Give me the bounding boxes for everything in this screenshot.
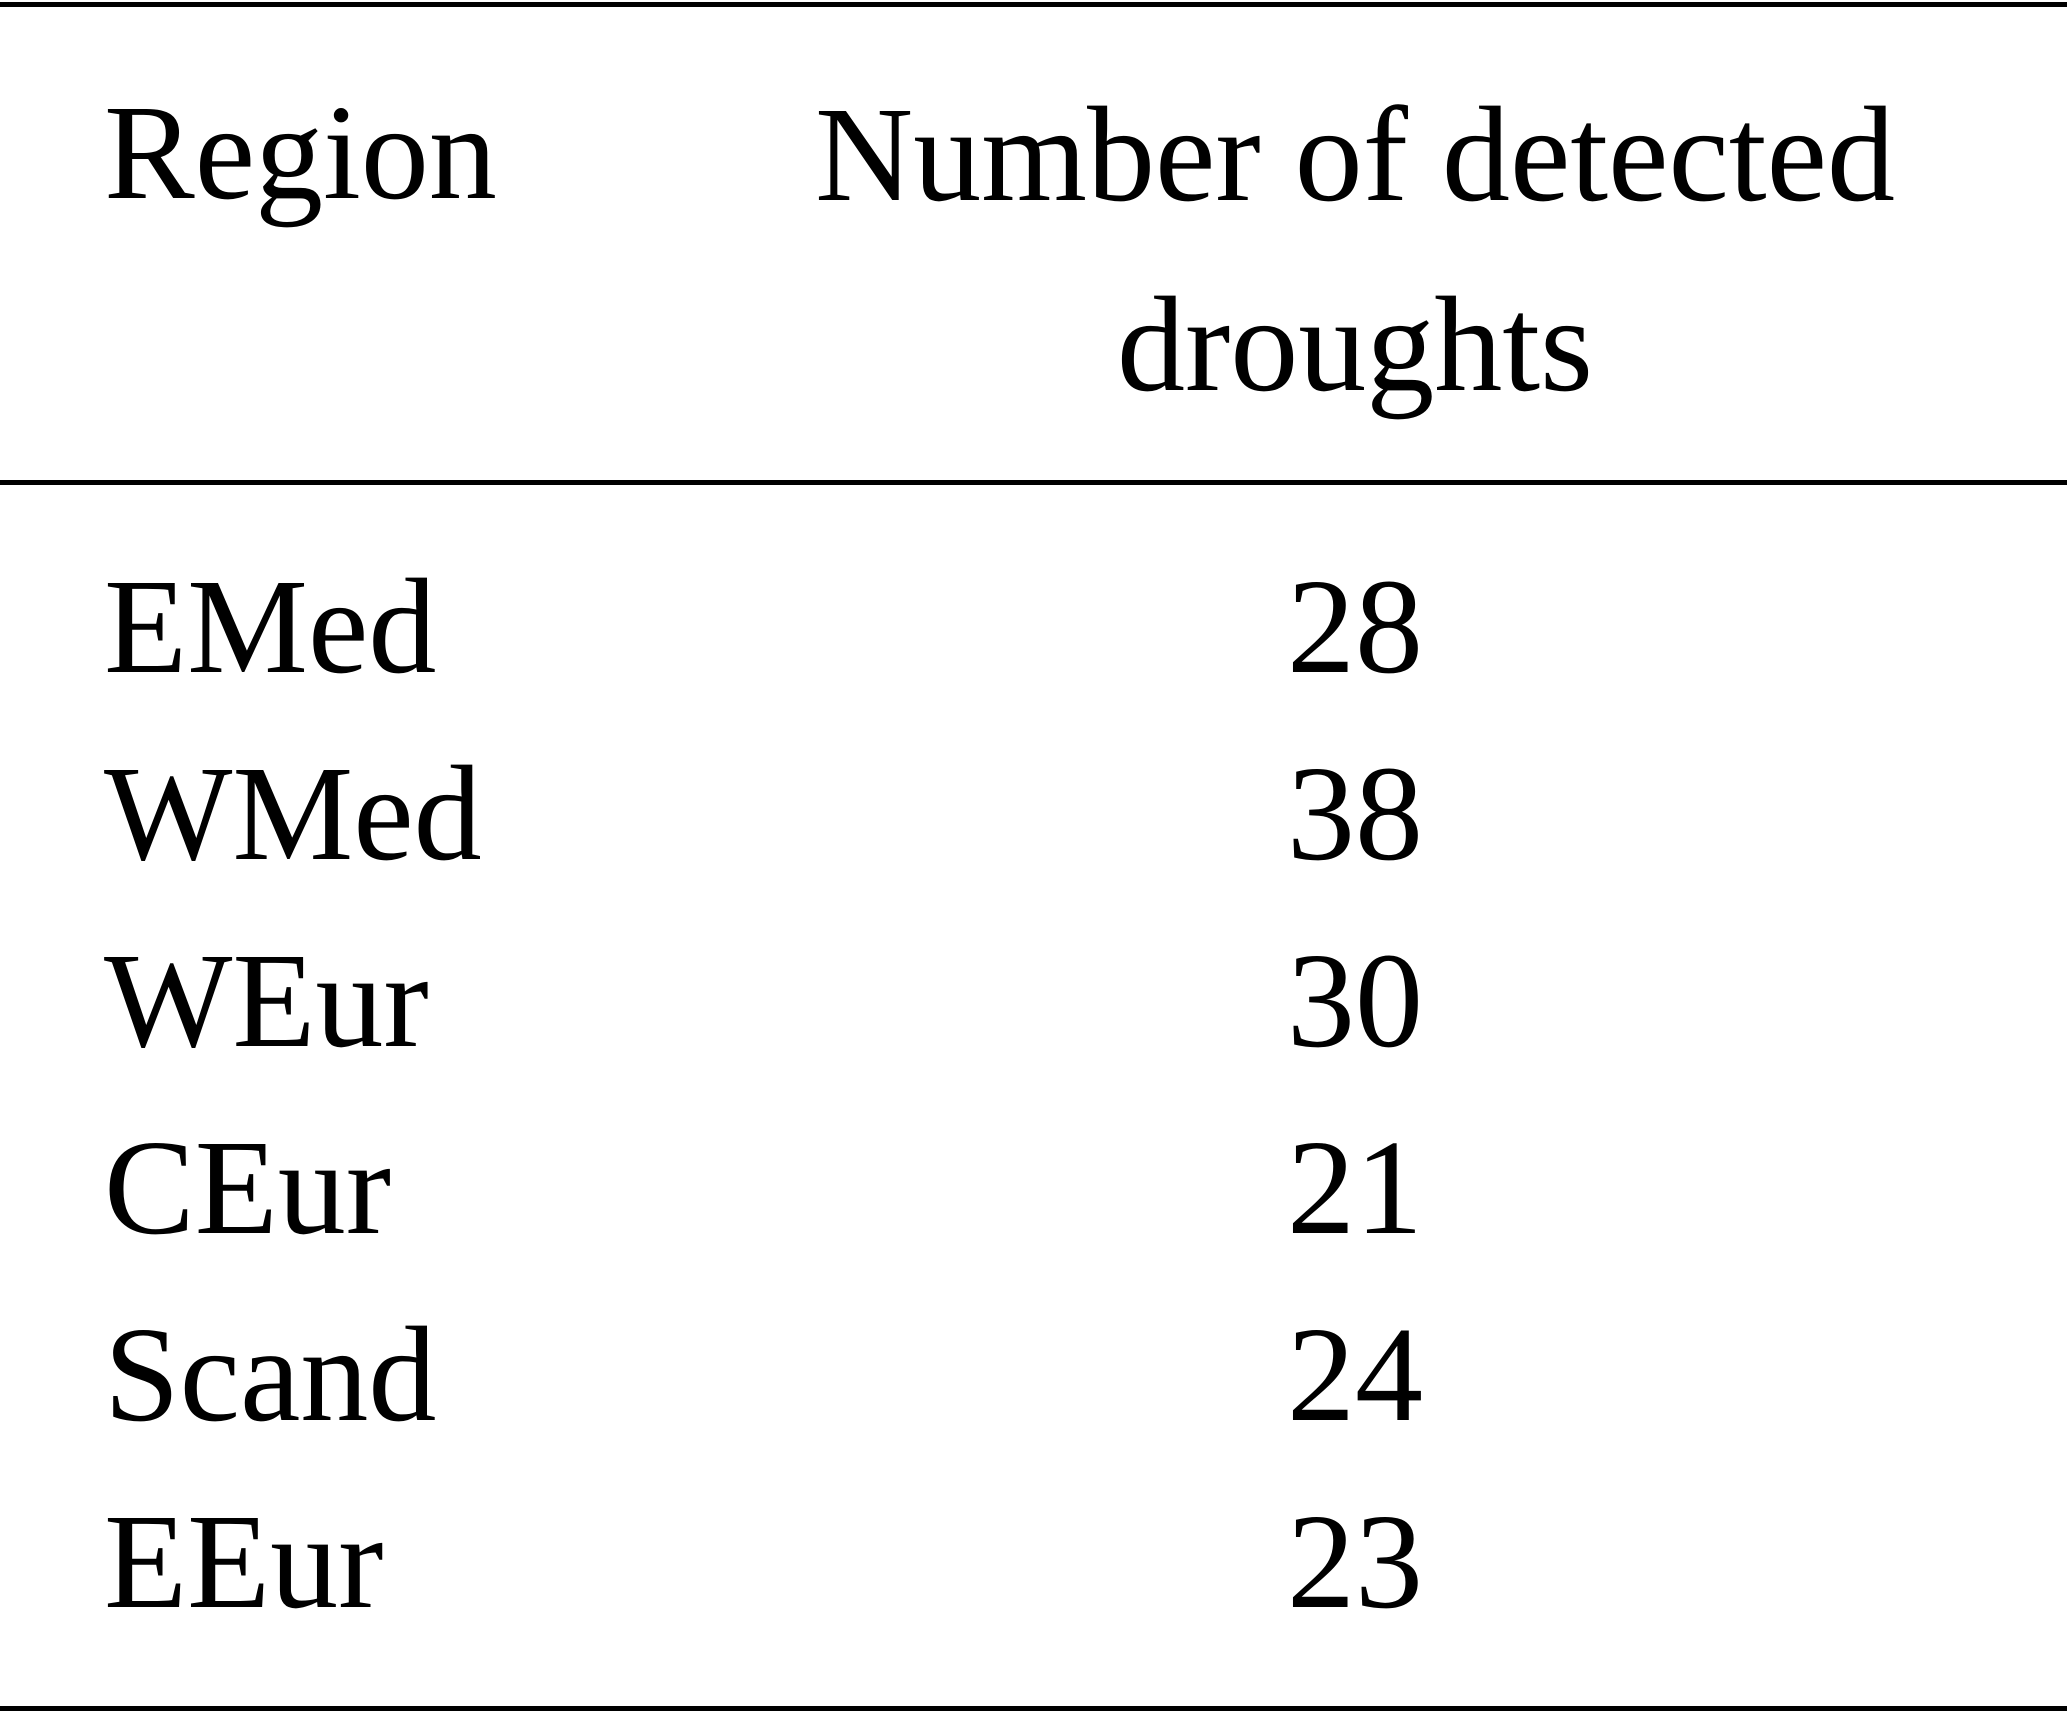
region-cell: EEur <box>104 1487 384 1637</box>
column-header: Region <box>104 78 497 228</box>
region-cell: WMed <box>104 739 482 889</box>
column-header: Number of detected droughts <box>815 80 1895 420</box>
count-cell: 23 <box>1287 1487 1423 1637</box>
count-cell: 38 <box>1287 739 1423 889</box>
count-cell: 28 <box>1287 552 1423 702</box>
count-cell: 24 <box>1287 1300 1423 1450</box>
count-cell: 30 <box>1287 926 1423 1076</box>
region-cell: EMed <box>104 552 437 702</box>
region-cell: Scand <box>104 1300 437 1450</box>
bottom-rule <box>0 1706 2067 1711</box>
count-cell: 21 <box>1287 1113 1423 1263</box>
header-rule <box>0 480 2067 485</box>
region-cell: CEur <box>104 1113 392 1263</box>
top-rule <box>0 2 2067 7</box>
region-cell: WEur <box>104 926 429 1076</box>
